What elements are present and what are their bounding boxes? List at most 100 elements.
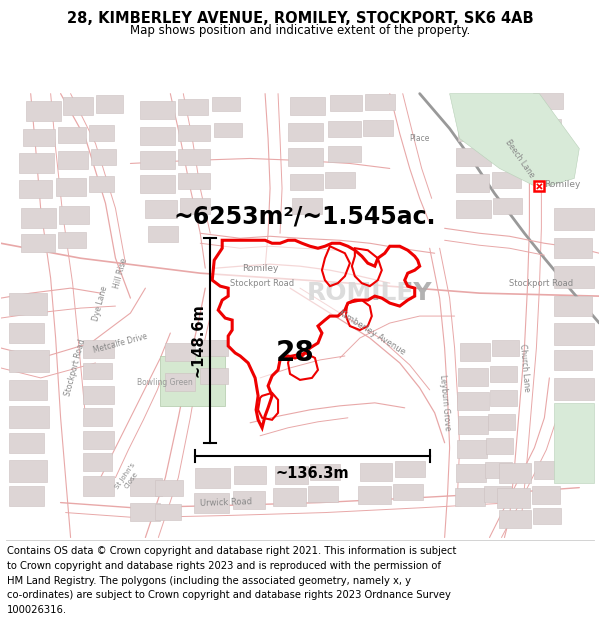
Bar: [497, 488, 530, 508]
Text: ROMILEY: ROMILEY: [307, 281, 433, 305]
Bar: [458, 368, 488, 386]
Bar: [83, 476, 115, 496]
Bar: [155, 504, 181, 519]
Bar: [328, 121, 361, 136]
Text: Romiley: Romiley: [242, 264, 278, 272]
Bar: [328, 146, 361, 162]
Bar: [310, 464, 340, 479]
Bar: [23, 129, 55, 146]
Text: ~136.3m: ~136.3m: [275, 466, 349, 481]
Bar: [9, 350, 49, 372]
Polygon shape: [212, 240, 419, 428]
Text: 28, KIMBERLEY AVENUE, ROMILEY, STOCKPORT, SK6 4AB: 28, KIMBERLEY AVENUE, ROMILEY, STOCKPORT…: [67, 11, 533, 26]
Bar: [275, 466, 308, 484]
Bar: [490, 390, 517, 406]
Text: to Crown copyright and database rights 2023 and is reproduced with the permissio: to Crown copyright and database rights 2…: [7, 561, 441, 571]
Bar: [21, 208, 56, 228]
Bar: [178, 149, 210, 166]
Text: 28: 28: [275, 339, 314, 367]
Bar: [166, 343, 195, 361]
Text: Bowling Green: Bowling Green: [137, 378, 193, 388]
Bar: [288, 122, 323, 141]
Bar: [83, 363, 112, 379]
Bar: [365, 94, 395, 109]
Bar: [56, 178, 86, 196]
Bar: [178, 99, 208, 114]
Bar: [363, 119, 393, 136]
Bar: [181, 198, 210, 214]
Bar: [9, 323, 44, 343]
Bar: [485, 438, 514, 454]
Bar: [288, 149, 323, 166]
Bar: [140, 151, 175, 169]
Bar: [395, 461, 425, 477]
Bar: [89, 176, 115, 192]
Bar: [91, 149, 116, 166]
Bar: [200, 340, 228, 356]
Bar: [89, 124, 115, 141]
Bar: [200, 368, 228, 384]
Bar: [130, 478, 163, 496]
Text: Romiley: Romiley: [544, 180, 581, 189]
Bar: [308, 486, 338, 502]
Bar: [148, 226, 178, 242]
Bar: [457, 392, 488, 410]
Bar: [455, 174, 488, 192]
Bar: [140, 101, 175, 119]
Bar: [460, 343, 490, 361]
Bar: [9, 406, 49, 428]
Text: Urwick Road: Urwick Road: [200, 497, 253, 508]
Bar: [535, 461, 562, 479]
Text: Stockport Road: Stockport Road: [64, 339, 88, 398]
Bar: [455, 488, 485, 506]
Bar: [9, 293, 47, 315]
Bar: [532, 119, 562, 134]
Text: Contains OS data © Crown copyright and database right 2021. This information is : Contains OS data © Crown copyright and d…: [7, 546, 457, 556]
Bar: [9, 432, 44, 452]
Bar: [233, 491, 265, 509]
Bar: [62, 97, 92, 114]
Bar: [458, 122, 493, 141]
Bar: [195, 468, 230, 488]
Bar: [83, 408, 112, 426]
Bar: [19, 154, 53, 173]
Text: St John's
Close: St John's Close: [115, 462, 142, 494]
Bar: [458, 416, 488, 434]
Bar: [9, 380, 47, 400]
Bar: [130, 503, 160, 521]
Text: Dye Lane: Dye Lane: [92, 284, 109, 322]
Bar: [358, 486, 391, 504]
Bar: [140, 176, 175, 193]
Bar: [325, 173, 355, 188]
Bar: [360, 462, 392, 481]
Text: 100026316.: 100026316.: [7, 605, 67, 615]
Bar: [554, 323, 594, 345]
Bar: [83, 452, 112, 471]
Bar: [554, 403, 594, 482]
Text: ~6253m²/~1.545ac.: ~6253m²/~1.545ac.: [174, 204, 436, 228]
Text: Map shows position and indicative extent of the property.: Map shows position and indicative extent…: [130, 24, 470, 36]
Bar: [58, 232, 86, 248]
Bar: [19, 181, 52, 198]
Bar: [59, 206, 89, 224]
Bar: [490, 366, 517, 382]
Bar: [83, 386, 115, 404]
Bar: [488, 414, 515, 430]
Text: Metcalfe Drive: Metcalfe Drive: [92, 331, 149, 354]
Bar: [26, 101, 61, 121]
Bar: [455, 201, 491, 218]
Bar: [554, 266, 594, 288]
Bar: [485, 462, 512, 478]
Bar: [155, 479, 183, 496]
Bar: [499, 509, 532, 528]
Bar: [9, 460, 47, 482]
Text: Leyburn Grove: Leyburn Grove: [438, 374, 452, 431]
Bar: [9, 486, 44, 506]
Bar: [494, 146, 526, 162]
Bar: [21, 234, 55, 253]
Bar: [455, 149, 491, 166]
Bar: [194, 492, 229, 512]
Bar: [214, 122, 242, 136]
Text: Hill Rise: Hill Rise: [112, 257, 129, 289]
Text: Kimberley Avenue: Kimberley Avenue: [337, 309, 407, 358]
